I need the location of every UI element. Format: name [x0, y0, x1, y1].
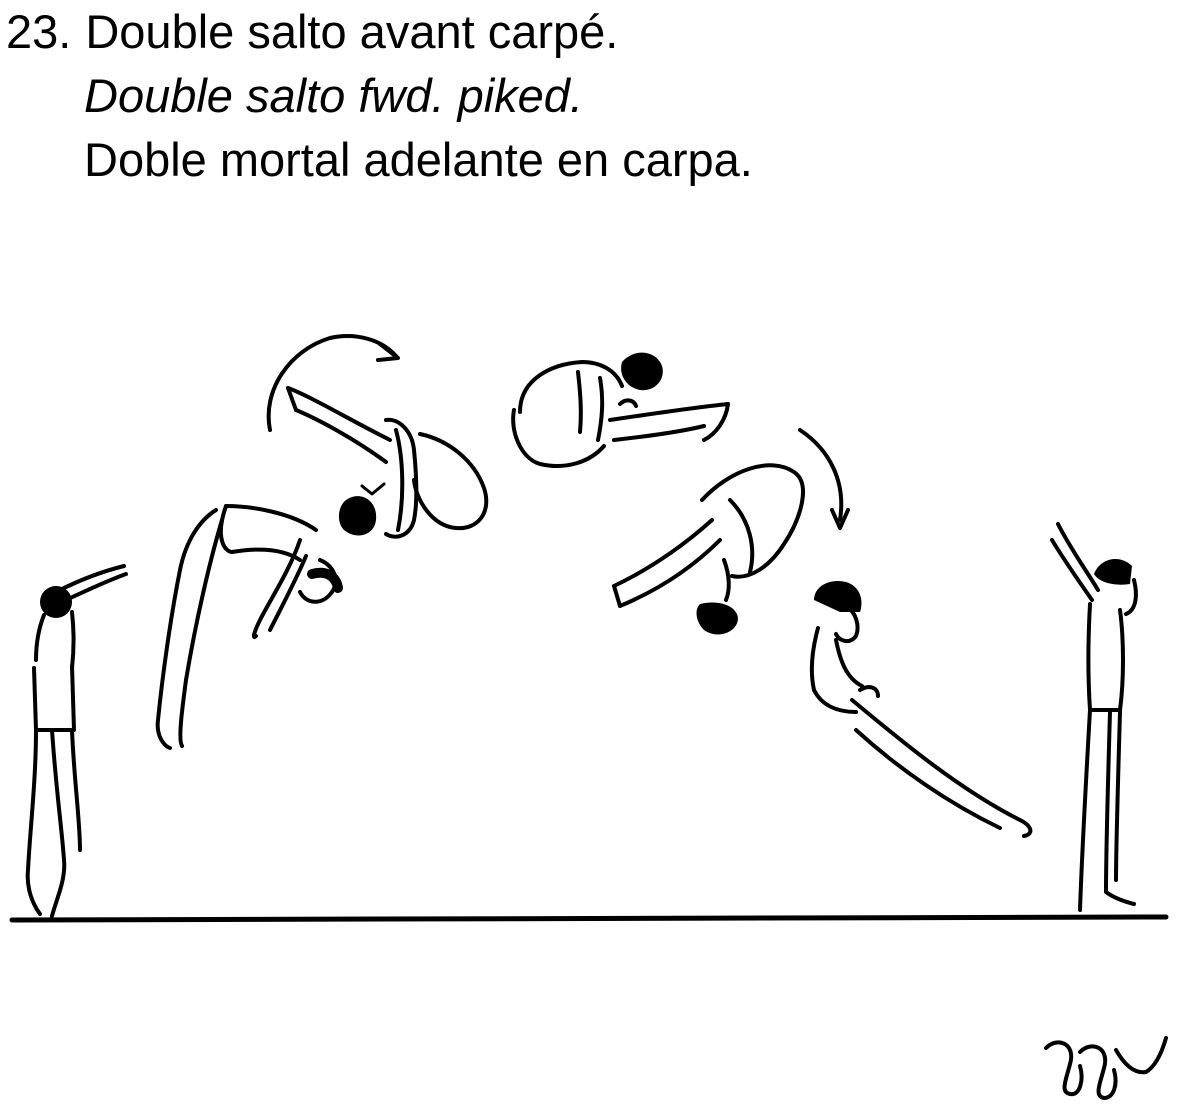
title-english: Double salto fwd. piked.: [84, 69, 584, 122]
figure-takeoff: [155, 504, 343, 750]
figure-standing-start: [25, 564, 128, 918]
figure-first-salto: [286, 386, 489, 539]
title-french-text: Double salto avant carpé.: [85, 5, 619, 58]
artist-signature: [1044, 1036, 1168, 1100]
rotation-arrow-2: [798, 428, 850, 530]
skill-number: 23.: [6, 5, 72, 58]
figure-top-pike: [511, 352, 730, 468]
caption-block: 23. Double salto avant carpé. Double salt…: [0, 0, 1198, 200]
figure-standing-finish: [1050, 522, 1138, 912]
figure-landing-approach: [809, 580, 1033, 838]
figure-second-salto: [612, 463, 805, 635]
floor-line: [9, 914, 1169, 923]
title-spanish: Doble mortal adelante en carpa.: [84, 133, 753, 186]
title-french: 23. Double salto avant carpé.: [6, 6, 618, 58]
rotation-arrow-1: [266, 334, 400, 432]
